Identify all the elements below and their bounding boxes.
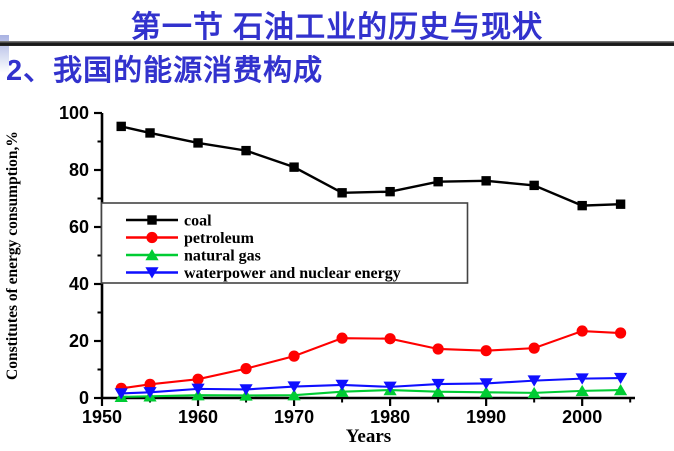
y-tick-label: 100 [59,103,89,123]
legend-label: natural gas [184,248,261,265]
slide-subtitle: 2、我国的能源消费构成 [6,55,324,87]
y-axis-title: Constitutes of energy consumption,% [4,131,21,380]
legend-label: coal [184,213,212,230]
title-divider [0,41,674,46]
x-axis-ticks: 1950 1960 1970 1980 1990 2000 [82,398,632,427]
accent-bar [0,35,9,73]
x-tick-label: 1960 [178,407,218,427]
y-tick-label: 60 [69,217,89,237]
x-tick-label: 2000 [562,407,602,427]
legend-label: waterpower and nuclear energy [184,265,401,282]
series-waterpower-and-nuclear-energy [114,372,628,400]
x-tick-label: 1950 [82,407,122,427]
y-tick-label: 80 [69,160,89,180]
page-title: 第一节 石油工业的历史与现状 [130,11,544,44]
x-tick-label: 1970 [274,407,314,427]
chart-canvas: 1950 1960 1970 1980 1990 2000 0 20 40 60 80 100 Year… [4,103,635,447]
energy-consumption-chart: 1950 1960 1970 1980 1990 2000 0 20 40 60 80 100 Year… [0,95,674,451]
x-tick-label: 1990 [466,407,506,427]
x-tick-label: 1980 [370,407,410,427]
y-tick-label: 20 [69,331,89,351]
y-tick-label: 0 [79,388,89,408]
series-petroleum [115,325,627,394]
x-axis-title: Years [346,426,391,447]
series-coal [116,121,626,211]
legend-label: petroleum [184,230,255,247]
y-tick-label: 40 [69,274,89,294]
y-axis-ticks: 0 20 40 60 80 100 [59,103,102,408]
